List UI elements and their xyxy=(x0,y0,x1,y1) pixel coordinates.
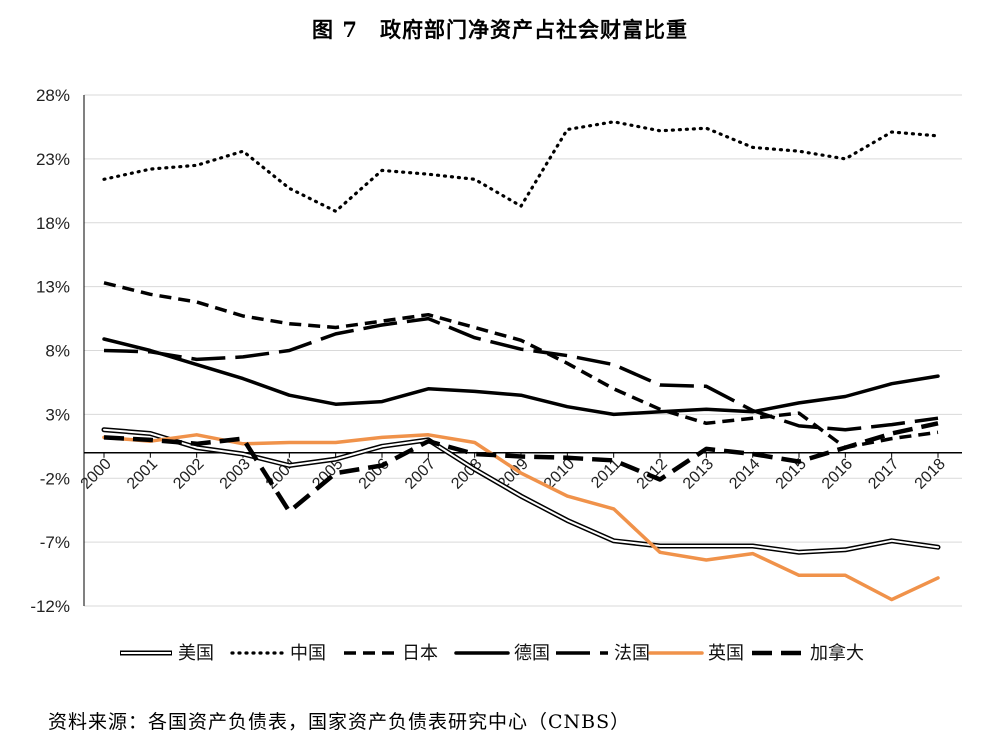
y-axis-ticks: 28% 23% 18% 13% 8% 3% -2% -7% -12% xyxy=(30,86,70,616)
series-line xyxy=(103,281,939,450)
x-tick-label: 2002 xyxy=(170,455,207,492)
y-tick-label: 3% xyxy=(45,405,70,424)
source-note: 资料来源：各国资产负债表，国家资产负债表研究中心（CNBS） xyxy=(48,711,631,733)
series-3 xyxy=(102,337,940,417)
legend-label: 法国 xyxy=(614,643,650,664)
y-tick-label: 13% xyxy=(36,278,70,297)
legend-item: 法国 xyxy=(556,643,650,664)
legend-item: 日本 xyxy=(344,643,438,664)
series-6 xyxy=(103,421,939,514)
series-0 xyxy=(101,427,941,555)
y-tick-label: -12% xyxy=(30,597,70,616)
legend-label: 中国 xyxy=(290,643,326,664)
x-tick-label: 2000 xyxy=(78,455,115,492)
legend-item: 中国 xyxy=(230,643,326,664)
series-line xyxy=(103,421,939,514)
line-chart: 28% 23% 18% 13% 8% 3% -2% -7% -12% 2000 2001 2002 2… xyxy=(30,86,962,664)
series-lines xyxy=(101,120,941,602)
y-tick-label: -2% xyxy=(40,469,70,488)
x-tick-label: 2001 xyxy=(124,455,161,492)
series-5 xyxy=(102,433,940,602)
legend-label: 英国 xyxy=(708,643,744,664)
x-tick-label: 2018 xyxy=(912,455,949,492)
legend-item: 德国 xyxy=(454,643,550,664)
legend-item: 加拿大 xyxy=(752,642,864,664)
series-line xyxy=(102,120,940,213)
y-tick-label: 8% xyxy=(45,342,70,361)
series-line xyxy=(103,316,939,432)
series-1 xyxy=(102,120,940,213)
y-tick-label: 18% xyxy=(36,214,70,233)
series-2 xyxy=(103,281,939,450)
y-tick-label: 23% xyxy=(36,150,70,169)
x-axis-ticks: 2000 2001 2002 2003 2004 2005 2006 2007 2008 2009… xyxy=(78,455,949,492)
x-tick-label: 2006 xyxy=(356,455,393,492)
y-tick-label: 28% xyxy=(36,86,70,105)
chart-title: 图 7 政府部门净资产占社会财富比重 xyxy=(312,17,688,42)
legend-label: 德国 xyxy=(514,643,550,664)
y-tick-label: -7% xyxy=(40,533,70,552)
legend-item: 美国 xyxy=(120,643,214,664)
series-4 xyxy=(103,316,939,432)
x-tick-label: 2016 xyxy=(819,455,856,492)
grid-lines xyxy=(84,94,962,607)
x-tick-label: 2014 xyxy=(726,455,763,492)
legend-label: 美国 xyxy=(178,643,214,664)
x-tick-label: 2003 xyxy=(217,455,254,492)
x-tick-label: 2017 xyxy=(865,455,902,492)
series-line xyxy=(102,433,940,602)
legend-label: 日本 xyxy=(402,643,438,664)
legend-label: 加拿大 xyxy=(810,642,864,664)
legend-item: 英国 xyxy=(648,643,744,664)
series-line xyxy=(102,337,940,417)
legend: 美国 中国 日本 德国 法国 英国 加拿大 xyxy=(120,642,864,664)
x-tick-label: 2007 xyxy=(402,455,439,492)
series-line-inner xyxy=(103,428,939,554)
